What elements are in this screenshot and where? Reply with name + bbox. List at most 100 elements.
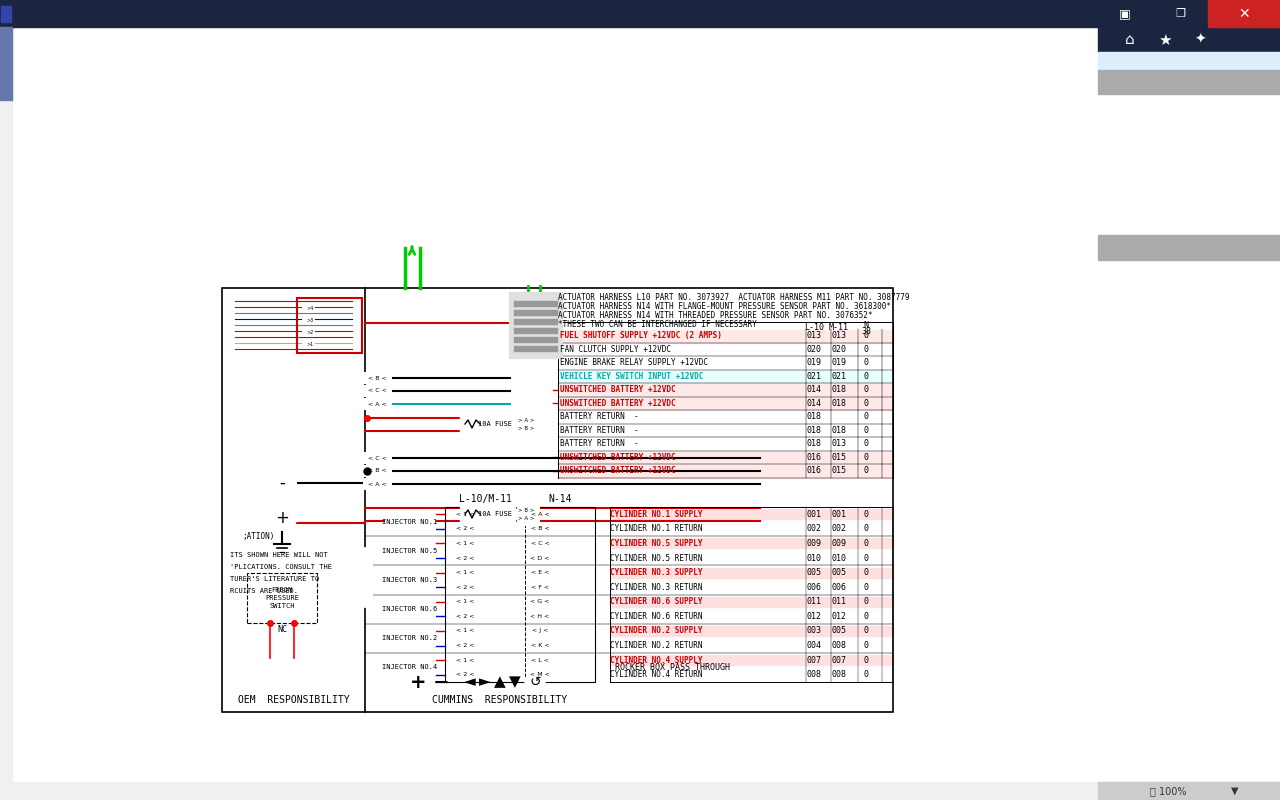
Bar [0, 782, 1280, 800]
Bar [247, 573, 317, 623]
Text: 0: 0 [864, 656, 869, 665]
Text: ◄: ◄ [465, 674, 476, 690]
Text: INJECTOR NO.4: INJECTOR NO.4 [383, 665, 438, 670]
Text: 018: 018 [806, 439, 822, 448]
Text: >4: >4 [306, 306, 314, 310]
Bar [364, 398, 390, 409]
Text: -: - [279, 474, 285, 492]
Text: 016: 016 [806, 466, 822, 475]
Text: 0: 0 [864, 510, 869, 518]
Bar [460, 413, 515, 433]
Bar [1153, 0, 1208, 27]
Text: ▣: ▣ [1119, 7, 1130, 21]
Text: UNSWITCHED BATTERY +12VDC: UNSWITCHED BATTERY +12VDC [561, 453, 676, 462]
Text: FAN CLUTCH SUPPLY +12VDC: FAN CLUTCH SUPPLY +12VDC [561, 345, 671, 354]
Text: > B >: > B > [518, 509, 534, 514]
Bar [302, 316, 314, 324]
Bar [12, 27, 1098, 782]
Bar [1, 6, 12, 22]
Bar [558, 465, 893, 478]
Bar [515, 328, 558, 334]
Text: >1: >1 [306, 342, 314, 346]
Text: 018: 018 [806, 412, 822, 422]
Text: < A <: < A < [367, 402, 387, 406]
Text: CYLINDER NO.5 RETURN: CYLINDER NO.5 RETURN [611, 554, 703, 562]
Text: 013: 013 [806, 331, 822, 340]
Bar [0, 27, 12, 800]
Bar [227, 293, 360, 358]
Bar [611, 510, 893, 519]
Bar [1098, 0, 1153, 27]
Text: < K <: < K < [531, 643, 549, 648]
Text: CYLINDER NO.4 SUPPLY: CYLINDER NO.4 SUPPLY [611, 656, 703, 665]
Text: 0: 0 [864, 398, 869, 408]
Bar [1098, 70, 1280, 94]
Text: INJECTOR NO.3: INJECTOR NO.3 [383, 577, 438, 583]
Text: ❒: ❒ [1175, 9, 1185, 19]
Text: 018: 018 [806, 426, 822, 434]
Text: 0: 0 [864, 568, 869, 577]
Text: 0: 0 [864, 466, 869, 475]
Bar [515, 310, 558, 316]
Text: 006: 006 [832, 582, 846, 592]
Text: 0: 0 [864, 345, 869, 354]
Text: < M <: < M < [530, 672, 550, 678]
Text: < A <: < A < [367, 482, 387, 486]
Text: RCUITS ARE USED.: RCUITS ARE USED. [230, 588, 298, 594]
Bar [515, 346, 558, 352]
Bar [515, 319, 558, 325]
Text: UNSWITCHED BATTERY +12VDC: UNSWITCHED BATTERY +12VDC [561, 398, 676, 408]
Text: UNSWITCHED BATTERY +12VDC: UNSWITCHED BATTERY +12VDC [561, 466, 676, 475]
Bar [460, 503, 515, 523]
Bar [517, 413, 539, 435]
Text: ⌂: ⌂ [1125, 33, 1135, 47]
Text: > A >: > A > [517, 418, 534, 423]
Circle shape [525, 672, 545, 692]
Text: FUEL SHUTOFF SUPPLY +12VDC (2 AMPS): FUEL SHUTOFF SUPPLY +12VDC (2 AMPS) [561, 331, 722, 340]
Text: 001: 001 [832, 510, 846, 518]
Text: 004: 004 [806, 641, 822, 650]
Text: 010: 010 [806, 554, 822, 562]
Text: 'PLICATIONS. CONSULT THE: 'PLICATIONS. CONSULT THE [230, 564, 332, 570]
Text: 002: 002 [806, 524, 822, 534]
Text: 020: 020 [832, 345, 846, 354]
Bar [302, 328, 314, 336]
Text: CYLINDER NO.3 RETURN: CYLINDER NO.3 RETURN [611, 582, 703, 592]
Text: ROCKER BOX PASS THROUGH: ROCKER BOX PASS THROUGH [614, 662, 730, 671]
Text: 006: 006 [806, 582, 822, 592]
Text: CYLINDER NO.2 RETURN: CYLINDER NO.2 RETURN [611, 641, 703, 650]
Text: ENGINE BRAKE RELAY SUPPLY +12VDC: ENGINE BRAKE RELAY SUPPLY +12VDC [561, 358, 708, 367]
Text: ★: ★ [1158, 33, 1171, 47]
Text: < 2 <: < 2 < [456, 643, 475, 648]
Text: 011: 011 [832, 598, 846, 606]
Text: < E <: < E < [531, 570, 549, 575]
Bar [611, 626, 893, 636]
Text: < D <: < D < [530, 555, 549, 561]
Text: < 1 <: < 1 < [456, 570, 474, 575]
Bar [558, 451, 893, 464]
Text: 008: 008 [832, 641, 846, 650]
Bar [0, 0, 1280, 27]
Text: INJECTOR NO.1: INJECTOR NO.1 [383, 518, 438, 525]
Bar [558, 384, 893, 397]
Bar [611, 655, 893, 665]
Text: < A <: < A < [531, 512, 549, 517]
Text: BATTERY RETURN  -: BATTERY RETURN - [561, 439, 639, 448]
Text: CUMMINS  RESPONSIBILITY: CUMMINS RESPONSIBILITY [433, 695, 567, 705]
Text: < C <: < C < [531, 541, 549, 546]
Text: ↺: ↺ [529, 675, 541, 689]
Text: 012: 012 [832, 612, 846, 621]
Bar [611, 568, 893, 578]
Text: 10A FUSE: 10A FUSE [477, 421, 512, 427]
Text: < C <: < C < [367, 389, 387, 394]
Bar [1098, 235, 1280, 260]
Text: UNSWITCHED BATTERY +12VDC: UNSWITCHED BATTERY +12VDC [561, 386, 676, 394]
Text: 003: 003 [806, 626, 822, 635]
Text: ►: ► [479, 674, 490, 690]
Text: < H <: < H < [530, 614, 549, 619]
Text: < 1 <: < 1 < [456, 658, 474, 662]
Bar [1098, 27, 1280, 52]
Text: CYLINDER NO.1 RETURN: CYLINDER NO.1 RETURN [611, 524, 703, 534]
Bar [364, 372, 390, 383]
Text: 019: 019 [832, 358, 846, 367]
